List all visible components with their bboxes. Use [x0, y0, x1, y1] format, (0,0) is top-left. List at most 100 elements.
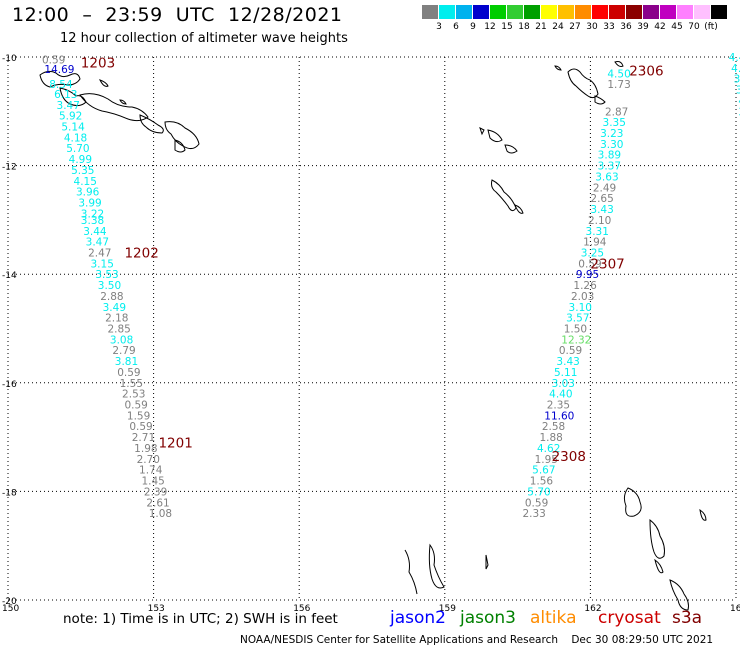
- wave-height-value: 3.43: [556, 356, 579, 368]
- color-scale-label: 33: [603, 22, 615, 32]
- color-swatch: [439, 5, 455, 19]
- color-swatch: [626, 5, 642, 19]
- wave-height-value: 1.95: [535, 454, 558, 466]
- lat-tick-label: -18: [2, 488, 17, 498]
- color-swatch: [490, 5, 506, 19]
- wave-height-value: 3.08: [110, 334, 133, 346]
- wave-height-value: 5.70: [66, 143, 89, 155]
- wave-height-value: 14.69: [44, 64, 74, 76]
- color-scale-label: 6: [453, 22, 459, 32]
- wave-height-value: 2.85: [107, 324, 130, 336]
- wave-height-value: 3.50: [98, 280, 121, 292]
- pass-labels: 1203 1202 1201 2306 2307 2308: [81, 55, 664, 465]
- legend-jason2: jason2: [390, 608, 446, 628]
- wave-height-value: 4.50: [607, 68, 630, 80]
- lon-tick-label: 150: [2, 604, 19, 614]
- wave-height-value: 8.54: [49, 79, 73, 91]
- pass-label: 1201: [158, 436, 192, 452]
- wave-height-value: 2.10: [588, 215, 611, 227]
- wave-height-value: 1.98: [134, 443, 157, 455]
- color-swatch: [524, 5, 540, 19]
- wave-height-value: 3.49: [103, 302, 126, 314]
- color-swatch: [694, 5, 710, 19]
- chart-title: 12:00 – 23:59 UTC 12/28/2021: [12, 4, 343, 26]
- lon-tick-label: 159: [439, 604, 456, 614]
- wave-height-value: 3.47: [57, 100, 80, 112]
- wave-height-value: 3.31: [586, 226, 609, 238]
- wave-height-value: 1.88: [539, 432, 562, 444]
- wave-height-value: 1.73: [607, 79, 630, 91]
- legend-s3a: s3a: [672, 608, 703, 628]
- wave-height-marks: 0.5914.698.546.133.475.925.144.185.704.9…: [42, 52, 740, 520]
- chart-subtitle: 12 hour collection of altimeter wave hei…: [60, 31, 348, 46]
- wave-height-value: 11.60: [544, 410, 574, 422]
- color-scale-label: (ft): [704, 22, 718, 32]
- color-scale-label: 30: [586, 22, 598, 32]
- wave-height-value: 4.18: [731, 63, 740, 75]
- wave-height-value: 3.30: [600, 139, 623, 151]
- wave-height-value: 5.35: [71, 165, 94, 177]
- wave-height-value: 0.59: [578, 258, 601, 270]
- legend-altika: altika: [530, 608, 577, 628]
- wave-height-value: 5.14: [61, 122, 85, 134]
- longitude-ticks: 150 153 156 159 162 165: [2, 604, 740, 614]
- wave-height-value: 3.63: [595, 171, 618, 183]
- wave-height-value: 3.25: [581, 247, 604, 259]
- lon-tick-label: 156: [293, 604, 310, 614]
- pass-label: 2308: [552, 449, 586, 465]
- wave-height-value: 4.40: [549, 389, 572, 401]
- wave-height-value: 4.15: [74, 176, 97, 188]
- lat-tick-label: -20: [2, 597, 17, 607]
- wave-height-value: 4.62: [537, 443, 560, 455]
- wave-height-value: 3.44: [83, 226, 107, 238]
- wave-height-value: 2.61: [146, 497, 169, 509]
- color-swatch: [507, 5, 523, 19]
- wave-height-value: 1.08: [149, 508, 172, 520]
- color-swatch: [473, 5, 489, 19]
- wave-height-value: 2.58: [542, 421, 565, 433]
- color-swatch: [541, 5, 557, 19]
- color-scale-label: 3: [436, 22, 442, 32]
- color-scale-label: 21: [535, 22, 547, 32]
- pass-label: 1202: [124, 245, 158, 261]
- wave-height-value: 0.59: [124, 400, 147, 412]
- wave-height-value: 1.26: [573, 280, 597, 292]
- color-swatch: [643, 5, 659, 19]
- color-swatch: [592, 5, 608, 19]
- color-scale-label: 24: [552, 22, 564, 32]
- wave-height-value: 4.18: [64, 132, 87, 144]
- wave-height-value: 1.56: [530, 476, 554, 488]
- wave-height-value: 1.74: [139, 465, 163, 477]
- lat-lon-grid: [7, 56, 737, 601]
- wave-height-value: 3.53: [95, 269, 118, 281]
- color-scale-label: 45: [671, 22, 683, 32]
- wave-height-value: 3.96: [76, 187, 100, 199]
- wave-height-value: 3.37: [598, 161, 621, 173]
- wave-height-value: 3.42: [736, 85, 740, 97]
- color-scale-label: 9: [470, 22, 476, 32]
- color-scale-label: 18: [518, 22, 530, 32]
- pass-label: 2307: [590, 256, 624, 272]
- wave-height-value: 0.59: [42, 55, 65, 67]
- wave-height-value: 5.67: [532, 465, 555, 477]
- wave-height-value: 0.59: [559, 345, 582, 357]
- color-scale-label: 42: [654, 22, 666, 32]
- wave-height-value: 3.57: [566, 313, 589, 325]
- wave-height-value: 5.11: [554, 367, 577, 379]
- lat-tick-label: -10: [2, 54, 17, 64]
- legend-cryosat: cryosat: [598, 608, 661, 628]
- wave-height-value: 3.10: [569, 302, 592, 314]
- wave-height-value: 2.87: [605, 106, 628, 118]
- wave-height-value: 2.39: [144, 486, 167, 498]
- wave-height-value: 4.17: [738, 95, 740, 107]
- color-swatch: [711, 5, 727, 19]
- color-swatch: [456, 5, 472, 19]
- wave-height-value: 4.99: [69, 154, 92, 166]
- wave-height-value: 0.59: [129, 421, 152, 433]
- wave-height-value: 0.59: [525, 497, 548, 509]
- lat-tick-label: -12: [2, 163, 17, 173]
- wave-height-value: 12.32: [561, 334, 591, 346]
- wave-height-value: 5.70: [527, 486, 550, 498]
- wave-height-value: 2.65: [590, 193, 613, 205]
- wave-height-value: 2.33: [522, 508, 545, 520]
